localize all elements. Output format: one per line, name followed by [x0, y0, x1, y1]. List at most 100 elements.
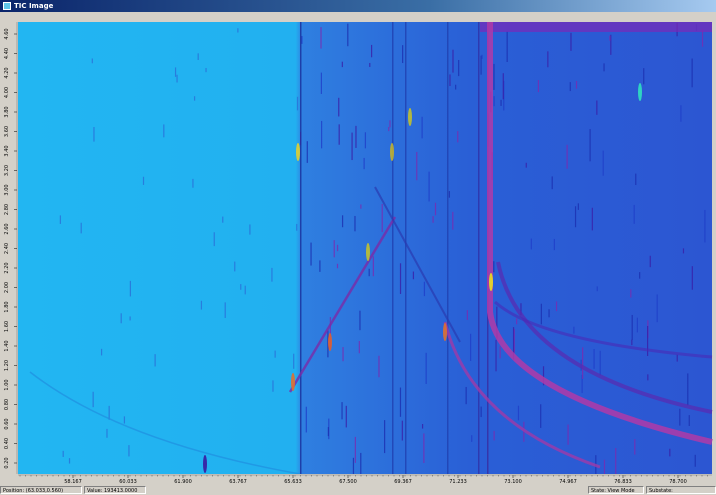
y-tick-label: 4.20 — [4, 67, 10, 78]
streak — [481, 407, 482, 418]
streak — [679, 409, 680, 426]
column-line — [300, 22, 302, 474]
peak — [328, 333, 332, 351]
x-tick-label: 63.767 — [229, 479, 247, 485]
streak — [293, 354, 294, 369]
streak — [225, 302, 226, 318]
streak — [540, 404, 541, 428]
streak — [143, 177, 144, 185]
status-position: Position: (63.033,0.560) — [0, 486, 82, 494]
streak — [471, 435, 472, 442]
x-tick-label: 69.367 — [394, 479, 412, 485]
status-bar: Position: (63.033,0.560) Value: 193413.0… — [0, 486, 716, 495]
streak — [347, 24, 348, 47]
streak — [400, 263, 401, 294]
x-tick-label: 74.967 — [559, 479, 577, 485]
streak — [449, 74, 450, 86]
streak — [175, 67, 176, 76]
title-bar: TIC Image — [0, 0, 716, 12]
streak — [467, 310, 468, 320]
streak — [342, 62, 343, 67]
peak — [489, 273, 493, 291]
streak — [507, 31, 508, 62]
streak — [680, 105, 681, 122]
streak — [130, 281, 131, 297]
streak — [176, 75, 177, 83]
streak — [249, 224, 250, 234]
streak — [596, 100, 597, 114]
streak — [657, 294, 658, 322]
y-tick-label: 2.40 — [4, 243, 10, 254]
x-tick-label: 67.500 — [339, 479, 357, 485]
y-tick-label: 3.00 — [4, 184, 10, 195]
streak — [541, 304, 542, 325]
peak — [408, 108, 412, 126]
streak — [355, 437, 356, 463]
streak — [128, 445, 129, 456]
streak — [271, 268, 272, 282]
x-tick-label: 61.900 — [174, 479, 192, 485]
streak — [121, 313, 122, 323]
streak — [354, 216, 355, 231]
y-tick-label: 1.80 — [4, 301, 10, 312]
streak — [416, 152, 417, 180]
y-tick-label: 3.40 — [4, 145, 10, 156]
heatmap — [18, 22, 712, 474]
streak — [328, 427, 329, 436]
streak — [635, 174, 636, 185]
streak — [457, 131, 458, 142]
streak — [494, 431, 495, 441]
streak — [192, 179, 193, 188]
streak — [214, 232, 215, 246]
streak — [455, 85, 456, 90]
streak — [124, 416, 125, 423]
streak — [592, 208, 593, 231]
streak — [593, 349, 594, 369]
streak — [582, 347, 583, 379]
streak — [481, 55, 482, 59]
streak — [63, 451, 64, 457]
streak — [637, 318, 638, 333]
streak — [245, 286, 246, 295]
x-tick-label: 65.633 — [284, 479, 302, 485]
streak — [364, 158, 365, 169]
streak — [687, 373, 688, 405]
streak — [426, 353, 427, 384]
streak — [388, 127, 389, 131]
streak — [603, 63, 604, 71]
streak — [630, 289, 631, 297]
y-tick-label: 2.60 — [4, 223, 10, 234]
streak — [342, 347, 343, 361]
streak — [369, 63, 370, 67]
streak — [435, 203, 436, 216]
streak — [643, 68, 644, 84]
window: TIC Image 58.16760.03361.90063.76765.633… — [0, 0, 716, 495]
streak — [341, 402, 342, 419]
streak — [337, 264, 338, 269]
streak — [634, 205, 635, 224]
streak — [339, 124, 340, 144]
column-line — [478, 22, 480, 474]
streak — [589, 129, 590, 161]
streak — [351, 133, 352, 160]
streak — [704, 210, 705, 243]
peak — [203, 455, 207, 473]
streak — [319, 260, 320, 271]
streak — [320, 27, 321, 48]
peak — [291, 373, 295, 391]
streak — [556, 301, 557, 311]
streak — [677, 355, 678, 362]
streak — [516, 319, 517, 325]
streak — [321, 121, 322, 148]
streak — [689, 415, 690, 426]
streak — [297, 97, 298, 111]
streak — [337, 245, 338, 251]
streak — [634, 439, 635, 454]
y-tick-label: 3.60 — [4, 126, 10, 137]
streak — [342, 215, 343, 227]
streak — [570, 33, 571, 51]
streak — [109, 406, 110, 420]
streak — [570, 82, 571, 91]
streak — [421, 117, 422, 139]
streak — [69, 458, 70, 463]
